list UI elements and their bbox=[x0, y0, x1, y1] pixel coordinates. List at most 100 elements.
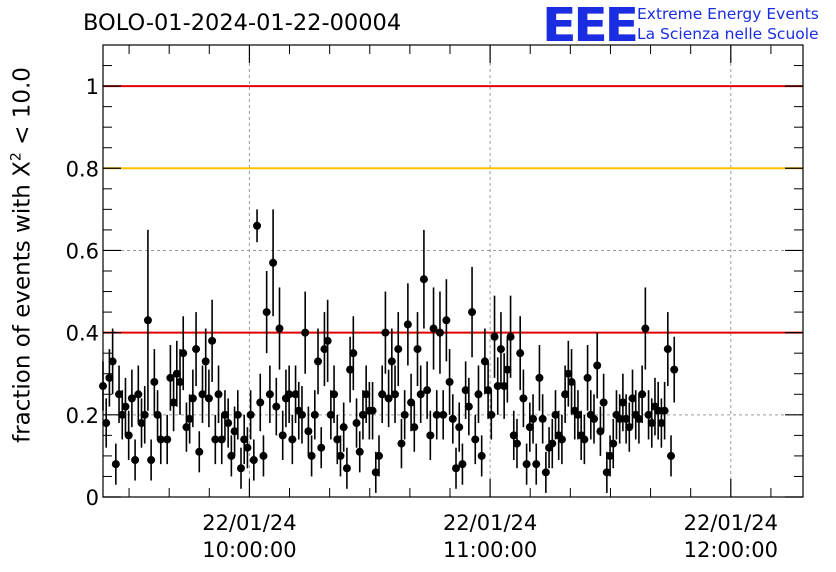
data-point bbox=[201, 357, 210, 366]
data-point bbox=[638, 390, 647, 399]
axis-ticks bbox=[103, 45, 803, 498]
data-point bbox=[432, 410, 441, 419]
reference-lines bbox=[103, 85, 803, 334]
data-point bbox=[423, 386, 432, 395]
data-point bbox=[641, 324, 650, 333]
data-point bbox=[131, 456, 140, 465]
data-point bbox=[169, 398, 178, 407]
y-tick-label: 0 bbox=[86, 486, 99, 510]
data-point bbox=[590, 414, 599, 423]
data-point bbox=[522, 460, 531, 469]
data-point bbox=[509, 431, 518, 440]
data-point bbox=[400, 410, 409, 419]
data-point bbox=[147, 456, 156, 465]
data-point bbox=[567, 377, 576, 386]
data-point bbox=[596, 427, 605, 436]
data-point bbox=[224, 419, 233, 428]
data-point bbox=[288, 435, 297, 444]
data-point bbox=[253, 221, 262, 230]
data-point bbox=[214, 390, 223, 399]
data-point bbox=[137, 419, 146, 428]
data-point bbox=[496, 345, 505, 354]
data-point bbox=[278, 431, 287, 440]
x-tick-date: 22/01/24 bbox=[443, 511, 537, 535]
x-tick-time: 11:00:00 bbox=[443, 538, 537, 562]
data-point bbox=[625, 423, 634, 432]
data-point bbox=[378, 390, 387, 399]
data-point bbox=[452, 464, 461, 473]
data-point bbox=[416, 390, 425, 399]
data-point bbox=[320, 345, 329, 354]
data-point bbox=[150, 377, 159, 386]
data-point bbox=[660, 406, 669, 415]
data-point bbox=[532, 460, 541, 469]
data-point bbox=[336, 451, 345, 460]
data-point bbox=[628, 394, 637, 403]
data-point bbox=[397, 439, 406, 448]
data-point bbox=[381, 328, 390, 337]
x-tick-time: 12:00:00 bbox=[684, 538, 778, 562]
eee-logo: EEE Extreme Energy Events La Scienza nel… bbox=[542, 0, 832, 52]
data-point bbox=[211, 435, 220, 444]
data-point bbox=[471, 435, 480, 444]
data-point bbox=[439, 410, 448, 419]
x-tick-date: 22/01/24 bbox=[202, 511, 296, 535]
data-point bbox=[663, 345, 672, 354]
data-point bbox=[667, 451, 676, 460]
data-point bbox=[387, 357, 396, 366]
y-tick-label: 0.6 bbox=[66, 239, 99, 263]
data-point bbox=[342, 464, 351, 473]
data-point bbox=[127, 394, 136, 403]
data-points bbox=[99, 221, 679, 477]
data-point bbox=[111, 460, 120, 469]
data-point bbox=[134, 390, 143, 399]
y-axis-label-tail: < 10.0 bbox=[9, 67, 36, 153]
data-point bbox=[326, 410, 335, 419]
data-point bbox=[484, 386, 493, 395]
data-point bbox=[599, 398, 608, 407]
data-point bbox=[182, 423, 191, 432]
data-point bbox=[179, 349, 188, 358]
data-point bbox=[557, 435, 566, 444]
eee-logo-mark: EEE bbox=[542, 0, 639, 52]
data-point bbox=[573, 410, 582, 419]
logo-line-1: Extreme Energy Events bbox=[637, 5, 819, 23]
data-point bbox=[583, 373, 592, 382]
data-point bbox=[480, 357, 489, 366]
data-point bbox=[512, 439, 521, 448]
data-point bbox=[246, 410, 255, 419]
data-point bbox=[349, 349, 358, 358]
data-point bbox=[647, 419, 656, 428]
data-point bbox=[259, 451, 268, 460]
data-point bbox=[262, 308, 271, 317]
data-point bbox=[163, 435, 172, 444]
data-point bbox=[464, 402, 473, 411]
data-point bbox=[355, 447, 364, 456]
data-point bbox=[548, 439, 557, 448]
data-point bbox=[561, 390, 570, 399]
data-point bbox=[448, 414, 457, 423]
data-point bbox=[391, 390, 400, 399]
data-point bbox=[243, 443, 252, 452]
data-point bbox=[535, 373, 544, 382]
data-point bbox=[458, 460, 467, 469]
data-point bbox=[115, 390, 124, 399]
data-point bbox=[551, 410, 560, 419]
data-point bbox=[297, 410, 306, 419]
data-point bbox=[272, 402, 281, 411]
data-point bbox=[166, 373, 175, 382]
data-point bbox=[124, 431, 133, 440]
data-point bbox=[185, 414, 194, 423]
data-point bbox=[371, 468, 380, 477]
data-point bbox=[301, 328, 310, 337]
y-tick-label: 0.2 bbox=[66, 404, 99, 428]
data-point bbox=[358, 410, 367, 419]
data-point bbox=[285, 390, 294, 399]
data-point bbox=[615, 414, 624, 423]
data-point bbox=[455, 423, 464, 432]
data-point bbox=[445, 377, 454, 386]
data-point bbox=[426, 431, 435, 440]
data-point bbox=[419, 275, 428, 284]
data-point bbox=[362, 390, 371, 399]
data-point bbox=[143, 316, 152, 325]
